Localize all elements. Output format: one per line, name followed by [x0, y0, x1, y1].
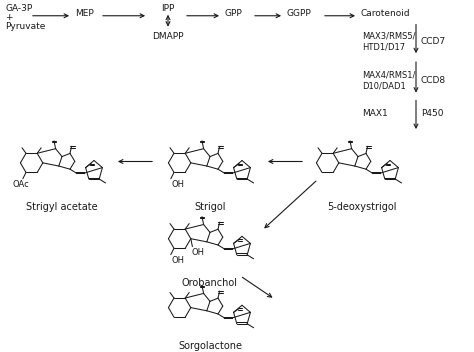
Text: GGPP: GGPP [287, 9, 312, 18]
Text: Carotenoid: Carotenoid [361, 9, 410, 18]
Text: Strigyl acetate: Strigyl acetate [26, 202, 98, 212]
Text: IPP: IPP [161, 4, 175, 13]
Text: CCD7: CCD7 [421, 37, 446, 46]
Text: OAc: OAc [13, 180, 29, 189]
Text: Orobanchol: Orobanchol [182, 278, 238, 288]
Text: DMAPP: DMAPP [152, 32, 184, 40]
Text: Strigol: Strigol [194, 202, 226, 212]
Text: +: + [5, 13, 12, 22]
Text: Sorgolactone: Sorgolactone [178, 341, 242, 351]
Text: Pyruvate: Pyruvate [5, 22, 46, 31]
Text: MAX1: MAX1 [362, 109, 388, 118]
Text: GA-3P: GA-3P [5, 4, 32, 13]
Text: GPP: GPP [225, 9, 243, 18]
Text: OH: OH [191, 248, 205, 257]
Text: MAX3/RMS5/
HTD1/D17: MAX3/RMS5/ HTD1/D17 [362, 31, 416, 51]
Text: MAX4/RMS1/
D10/DAD1: MAX4/RMS1/ D10/DAD1 [362, 71, 415, 91]
Text: OH: OH [172, 256, 184, 265]
Text: OH: OH [172, 180, 184, 189]
Text: MEP: MEP [75, 9, 94, 18]
Text: CCD8: CCD8 [421, 76, 446, 85]
Text: 5-deoxystrigol: 5-deoxystrigol [327, 202, 397, 212]
Text: P450: P450 [421, 109, 444, 118]
